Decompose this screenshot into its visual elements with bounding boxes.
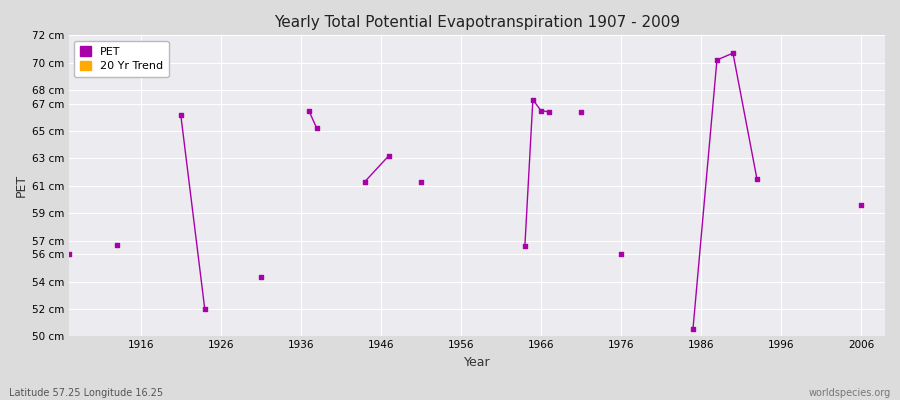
- Point: [110, 242, 124, 248]
- Point: [198, 306, 212, 312]
- Point: [414, 178, 428, 185]
- Point: [854, 202, 868, 208]
- Point: [526, 96, 540, 103]
- Point: [686, 326, 700, 333]
- Point: [534, 107, 548, 114]
- Text: worldspecies.org: worldspecies.org: [809, 388, 891, 398]
- Point: [750, 176, 764, 182]
- Point: [254, 274, 268, 281]
- Point: [725, 50, 740, 56]
- Point: [302, 107, 316, 114]
- Text: Latitude 57.25 Longitude 16.25: Latitude 57.25 Longitude 16.25: [9, 388, 163, 398]
- Point: [61, 251, 76, 258]
- Point: [174, 112, 188, 118]
- Point: [573, 109, 588, 115]
- Y-axis label: PET: PET: [15, 174, 28, 197]
- Point: [382, 152, 396, 159]
- Point: [710, 57, 724, 63]
- Point: [357, 178, 372, 185]
- X-axis label: Year: Year: [464, 356, 490, 369]
- Point: [542, 109, 556, 115]
- Legend: PET, 20 Yr Trend: PET, 20 Yr Trend: [75, 41, 168, 77]
- Point: [518, 243, 532, 249]
- Point: [310, 125, 324, 132]
- Point: [614, 251, 628, 258]
- Title: Yearly Total Potential Evapotranspiration 1907 - 2009: Yearly Total Potential Evapotranspiratio…: [274, 15, 680, 30]
